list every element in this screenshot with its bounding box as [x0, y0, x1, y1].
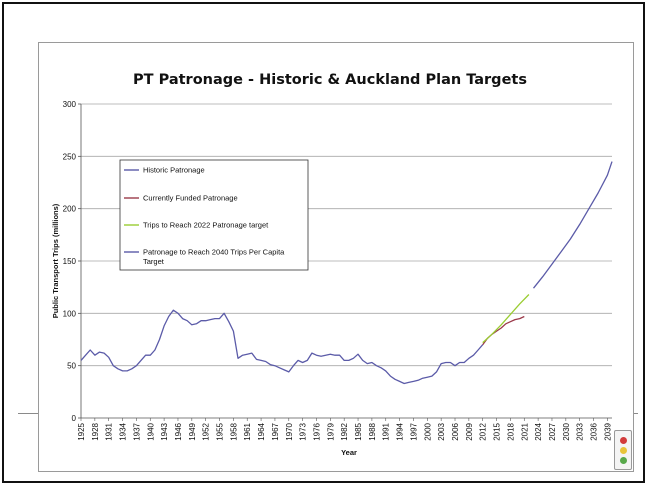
x-tick-label: 2033: [576, 422, 585, 440]
x-tick-label: 2006: [451, 422, 460, 440]
y-tick-labels: 0 50 100 150 200 250 300: [63, 100, 77, 423]
x-tick-label: 1946: [174, 422, 183, 440]
x-tick-label: 1952: [202, 422, 211, 440]
x-tick-label: 2030: [562, 422, 571, 440]
x-tick-label: 1943: [160, 422, 169, 440]
series-line-4: [532, 161, 613, 289]
x-tick-label: 1994: [396, 422, 405, 440]
legend-label: Historic Patronage: [143, 166, 205, 175]
legend-label-line: Patronage to Reach 2040 Trips Per Capita: [143, 248, 285, 257]
x-tick-label: 1991: [382, 422, 391, 440]
x-tick-label: 1985: [354, 422, 363, 440]
x-tick-label: 1979: [326, 422, 335, 440]
y-tick-label: 200: [63, 205, 77, 214]
x-tick-label: 1973: [299, 422, 308, 440]
x-tick-label: 2018: [506, 422, 515, 440]
y-tick-label: 150: [63, 257, 77, 266]
x-tick-label: 2021: [520, 422, 529, 440]
x-tick-label: 1937: [132, 422, 141, 440]
x-tick-labels: 1925 1928 1931 1934 1937 1940 1943 1946 1949 1952…: [77, 422, 612, 440]
x-tick-label: 2015: [493, 422, 502, 440]
y-tick-label: 100: [63, 309, 77, 318]
x-tick-label: 1949: [188, 422, 197, 440]
legend: Historic Patronage Currently Funded Patro…: [119, 159, 309, 271]
x-tick-label: 1958: [229, 422, 238, 440]
legend-label-line: Target: [143, 257, 165, 266]
document-graphic-icon: [614, 430, 632, 470]
legend-label: Currently Funded Patronage: [143, 194, 238, 203]
legend-label: Trips to Reach 2022 Patronage target: [143, 221, 269, 230]
x-tick-label: 2027: [548, 422, 557, 440]
legend-label: Patronage to Reach 2040 Trips Per Capita…: [143, 248, 285, 267]
y-tick-label: 50: [67, 362, 76, 371]
x-tick-label: 1928: [91, 422, 100, 440]
x-axis-title: Year: [341, 448, 357, 457]
x-tick-label: 1997: [409, 422, 418, 440]
series-line-3: [482, 294, 530, 344]
x-tick-label: 1982: [340, 422, 349, 440]
x-tick-label: 2003: [437, 422, 446, 440]
x-tick-label: 1931: [105, 422, 114, 440]
x-tick-label: 2039: [603, 422, 612, 440]
x-tick-label: 1970: [285, 422, 294, 440]
x-tick-label: 2036: [590, 422, 599, 440]
x-tick-label: 1955: [216, 422, 225, 440]
x-tick-label: 1967: [271, 422, 280, 440]
x-tick-label: 2024: [534, 422, 543, 440]
x-tick-label: 2012: [479, 422, 488, 440]
x-tick-label: 1988: [368, 422, 377, 440]
x-tick-label: 1925: [77, 422, 86, 440]
x-tick-label: 2000: [423, 422, 432, 440]
series-line-1: [80, 309, 484, 385]
x-tick-label: 2009: [465, 422, 474, 440]
series-line-2: [482, 315, 525, 346]
chart-title: PT Patronage - Historic & Auckland Plan …: [133, 72, 527, 88]
x-tick-label: 1976: [312, 422, 321, 440]
y-tick-label: 250: [63, 152, 77, 161]
series-lines: [80, 161, 613, 385]
x-tick-label: 1934: [119, 422, 128, 440]
x-tick-label: 1964: [257, 422, 266, 440]
y-tick-label: 300: [63, 100, 77, 109]
legend-box: [119, 159, 309, 271]
axes: [78, 103, 612, 421]
y-axis-title: Public Transport Trips (millions): [51, 203, 60, 318]
x-tick-label: 1961: [243, 422, 252, 440]
x-tick-label: 1940: [146, 422, 155, 440]
y-tick-label: 0: [72, 414, 77, 423]
